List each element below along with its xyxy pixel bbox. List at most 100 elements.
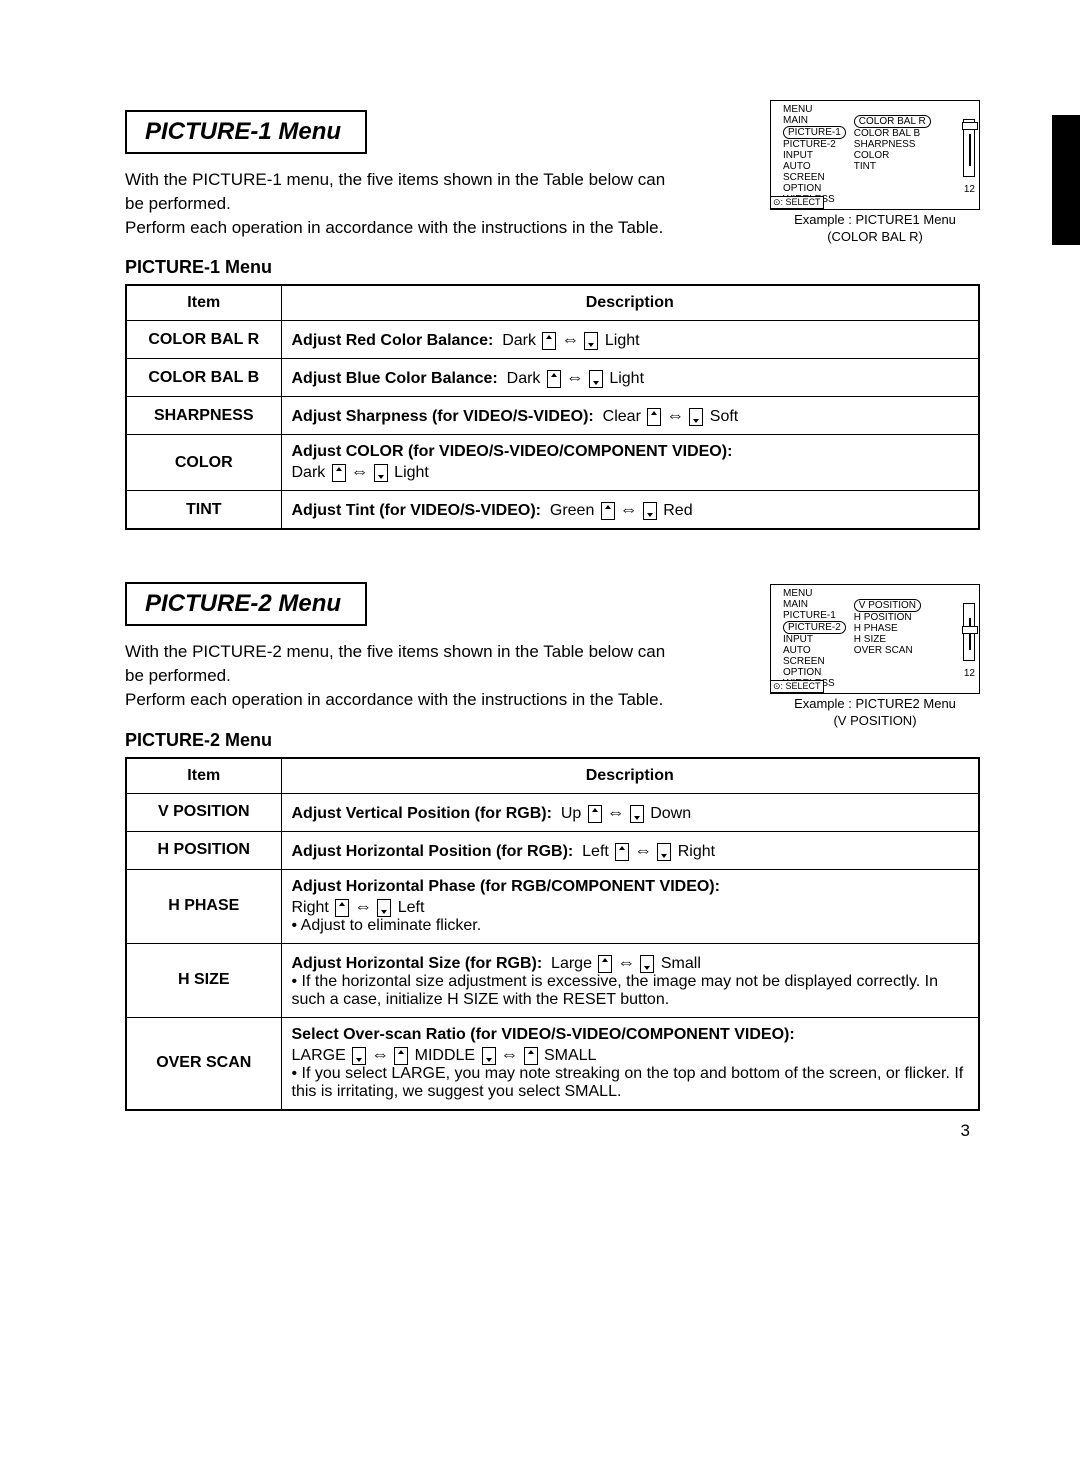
diagram-item: AUTO bbox=[783, 161, 846, 172]
section2-title-box: PICTURE-2 Menu bbox=[125, 582, 367, 626]
up-icon bbox=[647, 408, 661, 426]
row-desc: Adjust Horizontal Phase (for RGB/COMPONE… bbox=[281, 869, 979, 943]
row-desc: Adjust COLOR (for VIDEO/S-VIDEO/COMPONEN… bbox=[281, 435, 979, 491]
up-icon bbox=[332, 464, 346, 482]
row-item: H SIZE bbox=[126, 943, 281, 1017]
diagram-item: SCREEN bbox=[783, 656, 846, 667]
row-item: H POSITION bbox=[126, 831, 281, 869]
down-icon bbox=[643, 502, 657, 520]
row-item: COLOR BAL B bbox=[126, 359, 281, 397]
table-row: H SIZEAdjust Horizontal Size (for RGB): … bbox=[126, 943, 979, 1017]
page-number: 3 bbox=[961, 1121, 970, 1141]
up-icon bbox=[335, 899, 349, 917]
diagram-picture1: MENU MAINPICTURE-1PICTURE-2INPUTAUTOSCRE… bbox=[770, 100, 980, 246]
down-icon bbox=[689, 408, 703, 426]
diagram-caption: Example : PICTURE2 Menu (V POSITION) bbox=[770, 696, 980, 730]
row-desc: Select Over-scan Ratio (for VIDEO/S-VIDE… bbox=[281, 1017, 979, 1110]
menu-diagram: MENU MAINPICTURE-1PICTURE-2INPUTAUTOSCRE… bbox=[770, 100, 980, 210]
diagram-caption: Example : PICTURE1 Menu (COLOR BAL R) bbox=[770, 212, 980, 246]
up-icon bbox=[524, 1047, 538, 1065]
diagram-title: MENU bbox=[775, 104, 975, 115]
up-icon bbox=[598, 955, 612, 973]
down-icon bbox=[352, 1047, 366, 1065]
diagram-value: 12 bbox=[964, 668, 975, 679]
diagram-select-label: ⊙: SELECT bbox=[770, 680, 824, 693]
th-item: Item bbox=[126, 758, 281, 794]
row-desc: Adjust Vertical Position (for RGB): Up ⇔… bbox=[281, 793, 979, 831]
table-picture1: Item Description COLOR BAL RAdjust Red C… bbox=[125, 284, 980, 530]
th-desc: Description bbox=[281, 285, 979, 321]
diagram-select-label: ⊙: SELECT bbox=[770, 196, 824, 209]
section2-subhead: PICTURE-2 Menu bbox=[125, 730, 980, 751]
table-picture2: Item Description V POSITIONAdjust Vertic… bbox=[125, 757, 980, 1111]
diagram-item: H SIZE bbox=[854, 634, 921, 645]
row-item: COLOR bbox=[126, 435, 281, 491]
row-desc: Adjust Red Color Balance: Dark ⇔ Light bbox=[281, 321, 979, 359]
th-item: Item bbox=[126, 285, 281, 321]
table-row: OVER SCANSelect Over-scan Ratio (for VID… bbox=[126, 1017, 979, 1110]
row-item: COLOR BAL R bbox=[126, 321, 281, 359]
diagram-item: TINT bbox=[854, 161, 931, 172]
down-icon bbox=[584, 332, 598, 350]
table-row: COLOR BAL RAdjust Red Color Balance: Dar… bbox=[126, 321, 979, 359]
table-row: SHARPNESSAdjust Sharpness (for VIDEO/S-V… bbox=[126, 397, 979, 435]
diagram-item: SCREEN bbox=[783, 172, 846, 183]
th-desc: Description bbox=[281, 758, 979, 794]
side-tab bbox=[1052, 115, 1080, 245]
diagram-item: COLOR bbox=[854, 150, 931, 161]
diagram-item: H PHASE bbox=[854, 623, 921, 634]
down-icon bbox=[374, 464, 388, 482]
diagram-value: 12 bbox=[964, 184, 975, 195]
diagram-col2: COLOR BAL RCOLOR BAL BSHARPNESSCOLORTINT bbox=[854, 115, 931, 205]
down-icon bbox=[640, 955, 654, 973]
diagram-item: COLOR BAL R bbox=[854, 115, 931, 128]
down-icon bbox=[377, 899, 391, 917]
table-row: H PHASEAdjust Horizontal Phase (for RGB/… bbox=[126, 869, 979, 943]
section2-intro: With the PICTURE-2 menu, the five items … bbox=[125, 640, 685, 711]
diagram-item: AUTO bbox=[783, 645, 846, 656]
diagram-col1: MAINPICTURE-1PICTURE-2INPUTAUTOSCREENOPT… bbox=[783, 115, 846, 205]
table-header-row: Item Description bbox=[126, 758, 979, 794]
diagram-item: PICTURE-2 bbox=[783, 621, 846, 634]
up-icon bbox=[547, 370, 561, 388]
row-item: SHARPNESS bbox=[126, 397, 281, 435]
row-item: OVER SCAN bbox=[126, 1017, 281, 1110]
table-row: TINTAdjust Tint (for VIDEO/S-VIDEO): Gre… bbox=[126, 491, 979, 530]
up-icon bbox=[615, 843, 629, 861]
diagram-item: COLOR BAL B bbox=[854, 128, 931, 139]
row-item: V POSITION bbox=[126, 793, 281, 831]
diagram-item: MAIN bbox=[783, 599, 846, 610]
row-desc: Adjust Sharpness (for VIDEO/S-VIDEO): Cl… bbox=[281, 397, 979, 435]
diagram-title: MENU bbox=[775, 588, 975, 599]
down-icon bbox=[482, 1047, 496, 1065]
table-row: V POSITIONAdjust Vertical Position (for … bbox=[126, 793, 979, 831]
section2-title: PICTURE-2 Menu bbox=[145, 590, 341, 617]
up-icon bbox=[601, 502, 615, 520]
row-item: H PHASE bbox=[126, 869, 281, 943]
diagram-item: INPUT bbox=[783, 634, 846, 645]
row-item: TINT bbox=[126, 491, 281, 530]
diagram-item: SHARPNESS bbox=[854, 139, 931, 150]
section1-intro: With the PICTURE-1 menu, the five items … bbox=[125, 168, 685, 239]
diagram-item: MAIN bbox=[783, 115, 846, 126]
diagram-slider bbox=[963, 603, 975, 661]
diagram-item: INPUT bbox=[783, 150, 846, 161]
up-icon bbox=[394, 1047, 408, 1065]
row-desc: Adjust Horizontal Size (for RGB): Large … bbox=[281, 943, 979, 1017]
diagram-item: H POSITION bbox=[854, 612, 921, 623]
table-header-row: Item Description bbox=[126, 285, 979, 321]
diagram-item: PICTURE-1 bbox=[783, 126, 846, 139]
diagram-col2: V POSITIONH POSITIONH PHASEH SIZEOVER SC… bbox=[854, 599, 921, 689]
diagram-item: OPTION bbox=[783, 183, 846, 194]
diagram-picture2: MENU MAINPICTURE-1PICTURE-2INPUTAUTOSCRE… bbox=[770, 584, 980, 730]
diagram-item: OPTION bbox=[783, 667, 846, 678]
page-root: MENU MAINPICTURE-1PICTURE-2INPUTAUTOSCRE… bbox=[0, 0, 1080, 1171]
up-icon bbox=[588, 805, 602, 823]
diagram-item: PICTURE-2 bbox=[783, 139, 846, 150]
down-icon bbox=[657, 843, 671, 861]
diagram-item: OVER SCAN bbox=[854, 645, 921, 656]
section1-title-box: PICTURE-1 Menu bbox=[125, 110, 367, 154]
row-desc: Adjust Tint (for VIDEO/S-VIDEO): Green ⇔… bbox=[281, 491, 979, 530]
menu-diagram: MENU MAINPICTURE-1PICTURE-2INPUTAUTOSCRE… bbox=[770, 584, 980, 694]
row-desc: Adjust Blue Color Balance: Dark ⇔ Light bbox=[281, 359, 979, 397]
